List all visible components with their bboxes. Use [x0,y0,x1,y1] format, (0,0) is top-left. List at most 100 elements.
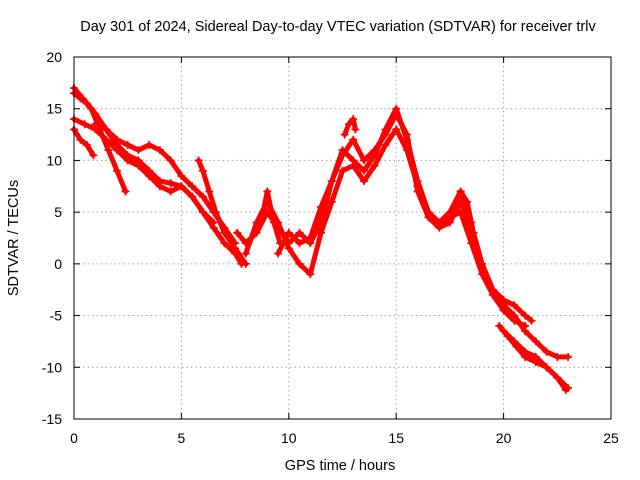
data-point [381,130,390,139]
data-point [269,218,278,227]
data-point [87,104,96,113]
data-point [220,239,229,248]
data-point [499,296,508,305]
data-point [349,115,358,124]
data-point [499,306,508,315]
series-line [275,111,474,256]
y-tick-label: 5 [54,204,62,220]
data-point [456,187,465,196]
data-point [424,213,433,222]
data-point [531,337,540,346]
data-point [344,120,353,129]
data-point [220,228,229,237]
data-point [306,270,315,279]
data-point [327,197,336,206]
data-point [188,182,197,191]
series-line [260,189,283,246]
data-point [564,352,573,361]
data-point [112,146,121,155]
y-tick-label: -5 [50,308,63,324]
data-point [340,130,349,139]
data-point [510,316,519,325]
data-point [102,125,111,134]
series-line [71,126,96,158]
data-point [370,161,379,170]
series-layer [70,84,573,395]
data-point [104,146,113,155]
y-tick-label: -15 [42,411,62,427]
data-point [123,140,132,149]
x-tick-label: 10 [281,430,297,446]
data-point [338,166,347,175]
data-point [327,177,336,186]
data-point [274,249,283,258]
data-point [495,321,504,330]
series-track-14 [499,327,570,395]
series-track-9 [259,187,285,248]
data-point [295,259,304,268]
data-point [510,301,519,310]
data-point [145,140,154,149]
x-tick-label: 0 [70,430,78,446]
data-point [194,156,203,165]
data-point [392,125,401,134]
series-line [342,116,358,138]
data-point [155,182,164,191]
y-axis-label: SDTVAR / TECUs [6,180,22,296]
series-line [243,126,528,329]
data-point [177,171,186,180]
data-point [123,156,132,165]
data-point [134,146,143,155]
data-point [78,94,87,103]
data-point [295,239,304,248]
data-point [284,244,293,253]
y-tick-label: 0 [54,256,62,272]
data-point [166,187,175,196]
x-tick-label: 25 [603,430,619,446]
data-point [80,120,89,129]
plot-frame [73,56,612,420]
data-point [76,135,85,144]
data-point [521,311,530,320]
series-line [93,121,238,246]
y-tick-label: 20 [46,49,62,65]
data-point [233,228,242,237]
data-point [478,259,487,268]
data-point [435,223,444,232]
data-point [359,166,368,175]
y-tick-label: 15 [46,101,62,117]
data-point [351,125,360,134]
data-point [284,228,293,237]
series-line [71,116,217,225]
data-point [198,166,207,175]
data-point [198,208,207,217]
data-point [413,187,422,196]
data-point [553,352,562,361]
series-track-5 [91,120,240,248]
data-point [211,208,220,217]
data-point [542,347,551,356]
chart-title: Day 301 of 2024, Sidereal Day-to-day VTE… [80,19,596,35]
data-point [527,316,536,325]
data-point [510,337,519,346]
data-point [561,386,570,395]
data-point [306,234,315,242]
data-point [402,130,411,139]
x-tick-label: 15 [388,430,404,446]
x-tick-label: 5 [178,430,186,446]
series-track-8 [241,125,530,330]
data-point [553,373,562,382]
y-tick-label: 10 [46,152,62,168]
data-point [263,187,272,196]
data-point [359,177,368,186]
data-point [317,228,326,237]
data-point [463,197,472,206]
data-point [112,135,121,144]
data-point [338,151,347,160]
data-point [155,146,164,155]
x-tick-label: 20 [496,430,512,446]
data-point [381,140,390,149]
data-point [112,166,121,175]
series-line [71,90,244,267]
data-point [349,161,358,170]
